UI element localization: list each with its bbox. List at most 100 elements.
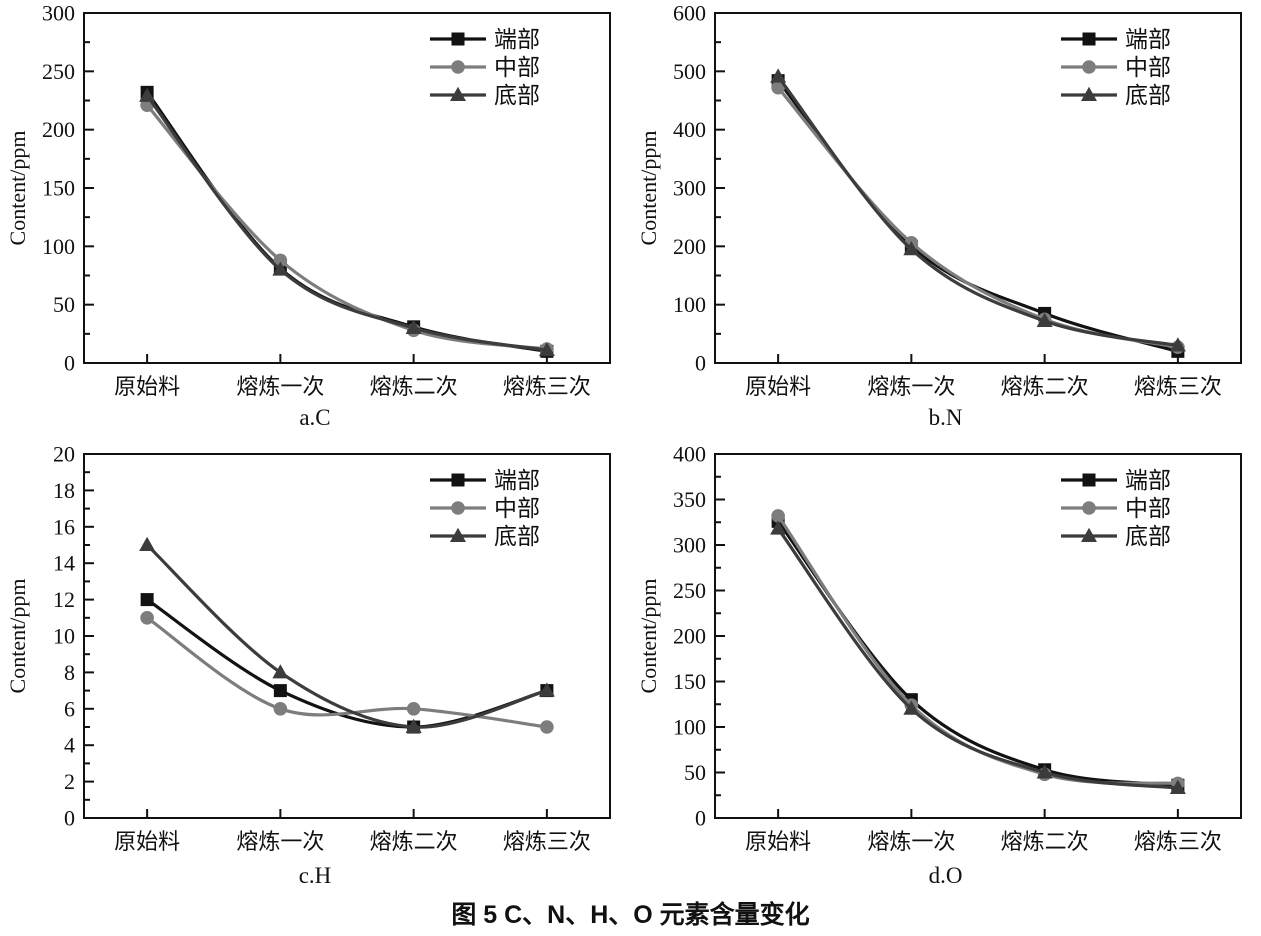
series-line-middle-section: [776, 86, 1178, 349]
y-tick-label: 4: [64, 733, 75, 758]
x-category-label: 熔炼一次: [236, 374, 324, 399]
legend-marker-middle-section: [451, 60, 465, 74]
data-point-middle-section-0: [140, 611, 154, 625]
chart-grid: 0 50 100 150 200 250 300 原始料 熔炼一次 熔炼二次 熔炼三次 Content…: [0, 0, 1261, 900]
data-point-bottom-section-0: [769, 68, 786, 83]
x-category-label: 原始料: [745, 374, 811, 399]
legend-marker-end-section: [1082, 473, 1095, 487]
legend-label-end-section: 端部: [494, 27, 540, 52]
y-tick-label: 0: [695, 806, 706, 831]
y-tick-label: 14: [53, 551, 75, 576]
legend-marker-bottom-section: [1080, 527, 1097, 542]
data-point-middle-section-0: [770, 509, 785, 523]
y-tick-label: 12: [53, 587, 75, 612]
series-markers-end-section: [771, 74, 1184, 358]
legend-marker-end-section: [451, 473, 465, 487]
y-tick-label: 300: [42, 1, 75, 26]
data-point-bottom-section-2: [405, 718, 422, 733]
series-line-end-section: [776, 520, 1178, 787]
panel-caption-c: c.H: [298, 863, 332, 888]
y-tick-label: 2: [64, 769, 75, 794]
data-point-bottom-section-1: [902, 700, 919, 715]
legend-label-middle-section: 中部: [1125, 496, 1171, 521]
x-category-label: 原始料: [745, 829, 811, 854]
y-tick-label: 8: [64, 660, 75, 685]
y-tick-label: 200: [42, 117, 75, 142]
series-line-middle-section: [145, 104, 548, 351]
legend-item-bottom-section: 底部: [430, 524, 540, 549]
panel-caption-d: d.O: [928, 863, 963, 888]
series-line-bottom-section: [776, 75, 1178, 348]
y-tick-label: 0: [64, 351, 75, 376]
x-category-label: 熔炼二次: [1000, 374, 1088, 399]
legend-label-end-section: 端部: [494, 468, 540, 493]
series-line-bottom-section: [776, 527, 1178, 790]
legend-label-middle-section: 中部: [494, 496, 540, 521]
legend-item-bottom-section: 底部: [1060, 524, 1171, 549]
y-axis: 0 2 4 6 8 10 12 14 16 18 20: [53, 442, 94, 831]
y-tick-label: 400: [673, 442, 706, 467]
y-axis: 0 100 200 300 400 500 600: [673, 1, 725, 376]
data-point-bottom-section-2: [405, 319, 422, 334]
y-tick-label: 400: [673, 117, 706, 142]
legend-marker-bottom-section: [1080, 86, 1097, 101]
data-point-bottom-section-3: [538, 341, 555, 357]
legend-marker-bottom-section: [450, 86, 466, 101]
legend-label-end-section: 端部: [1125, 27, 1171, 52]
x-axis: 原始料 熔炼一次 熔炼二次 熔炼三次: [745, 809, 1221, 854]
panel-caption-b: b.N: [928, 405, 963, 430]
x-category-label: 熔炼二次: [370, 374, 458, 399]
x-axis: 原始料 熔炼一次 熔炼二次 熔炼三次: [114, 809, 591, 854]
series-markers-middle-section: [140, 98, 554, 356]
x-category-label: 熔炼三次: [503, 829, 591, 854]
y-tick-label: 50: [684, 760, 706, 785]
y-tick-label: 350: [673, 487, 706, 512]
legend-item-end-section: 端部: [430, 468, 540, 493]
x-category-label: 熔炼三次: [1133, 829, 1221, 854]
y-tick-label: 18: [53, 478, 75, 503]
legend-label-middle-section: 中部: [1125, 55, 1171, 80]
data-point-end-section-1: [273, 684, 287, 698]
y-axis-title: Content/ppm: [636, 131, 661, 246]
legend-item-end-section: 端部: [1060, 27, 1171, 52]
legend-item-middle-section: 中部: [1060, 496, 1171, 521]
data-point-bottom-section-1: [902, 241, 919, 256]
panel-a-carbon: 0 50 100 150 200 250 300 原始料 熔炼一次 熔炼二次 熔炼三次 Content…: [0, 0, 630, 440]
y-tick-label: 200: [673, 624, 706, 649]
x-category-label: 熔炼一次: [867, 829, 955, 854]
chart-a-carbon: 0 50 100 150 200 250 300 原始料 熔炼一次 熔炼二次 熔炼三次 Content…: [5, 1, 611, 399]
legend-marker-middle-section: [1081, 60, 1096, 74]
legend-label-bottom-section: 底部: [1125, 524, 1171, 549]
series-markers-bottom-section: [139, 87, 555, 357]
y-tick-label: 16: [53, 514, 75, 539]
x-category-label: 熔炼一次: [867, 374, 955, 399]
y-axis-title: Content/ppm: [5, 579, 30, 694]
y-tick-label: 0: [64, 806, 75, 831]
data-point-bottom-section-3: [538, 682, 555, 697]
legend-item-bottom-section: 底部: [430, 83, 540, 108]
legend-item-bottom-section: 底部: [1060, 83, 1171, 108]
y-tick-label: 300: [673, 176, 706, 201]
figure-caption: 图 5 C、N、H、O 元素含量变化: [451, 901, 810, 929]
legend-marker-middle-section: [1081, 501, 1096, 515]
series-markers-bottom-section: [769, 520, 1186, 794]
legend-item-end-section: 端部: [430, 27, 540, 52]
panel-c-hydrogen: 0 2 4 6 8 10 12 14 16 18 20 原始料 熔炼一次 熔炼二次 熔炼三次 Content/…: [0, 440, 630, 900]
y-tick-label: 100: [673, 715, 706, 740]
legend-item-end-section: 端部: [1060, 468, 1171, 493]
x-category-label: 熔炼一次: [236, 829, 324, 854]
series-markers-middle-section: [140, 611, 554, 734]
data-point-middle-section-0: [770, 80, 785, 95]
panel-d-oxygen: 0 50 100 150 200 250 300 350 400 原始料 熔炼一次 熔炼二次 熔炼三次 C…: [630, 440, 1261, 900]
x-category-label: 熔炼三次: [1133, 374, 1221, 399]
y-tick-label: 10: [53, 624, 75, 649]
y-tick-label: 100: [673, 292, 706, 317]
y-tick-label: 20: [53, 442, 75, 467]
series-markers-bottom-section: [139, 536, 555, 733]
chart-b-nitrogen: 0 100 200 300 400 500 600 原始料 熔炼一次 熔炼二次 熔炼三次 Conten…: [636, 1, 1242, 399]
legend-label-bottom-section: 底部: [1125, 83, 1171, 108]
x-axis: 原始料 熔炼一次 熔炼二次 熔炼三次: [745, 354, 1221, 399]
